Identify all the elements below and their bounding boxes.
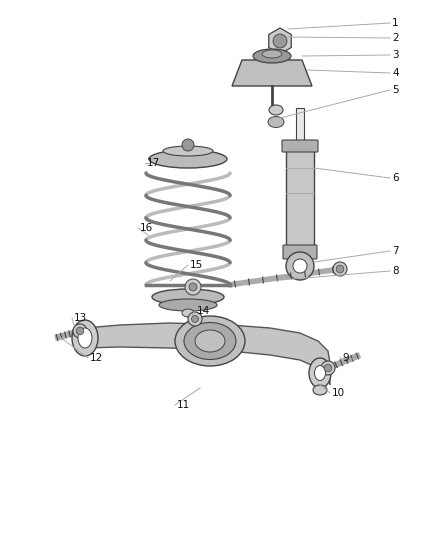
- Circle shape: [273, 34, 287, 48]
- Polygon shape: [85, 323, 330, 385]
- Polygon shape: [296, 108, 304, 143]
- Ellipse shape: [78, 328, 92, 348]
- Ellipse shape: [314, 366, 325, 381]
- Ellipse shape: [149, 150, 227, 168]
- Text: 6: 6: [392, 173, 399, 183]
- Circle shape: [293, 259, 307, 273]
- Text: 11: 11: [177, 400, 190, 410]
- Text: 7: 7: [392, 246, 399, 256]
- Text: 12: 12: [90, 353, 103, 363]
- Circle shape: [333, 262, 347, 276]
- Text: 15: 15: [190, 260, 203, 270]
- Circle shape: [76, 327, 84, 335]
- Circle shape: [188, 312, 202, 326]
- Text: 2: 2: [392, 33, 399, 43]
- Circle shape: [191, 316, 198, 322]
- FancyBboxPatch shape: [282, 140, 318, 152]
- Text: 14: 14: [197, 306, 210, 316]
- Text: 9: 9: [342, 353, 349, 363]
- Circle shape: [73, 324, 87, 338]
- Text: 13: 13: [74, 313, 87, 323]
- Text: 1: 1: [392, 18, 399, 28]
- Ellipse shape: [175, 316, 245, 366]
- Text: 10: 10: [332, 388, 345, 398]
- Circle shape: [182, 139, 194, 151]
- Text: 8: 8: [392, 266, 399, 276]
- Ellipse shape: [163, 146, 213, 156]
- Polygon shape: [286, 143, 314, 248]
- Circle shape: [189, 283, 197, 291]
- Ellipse shape: [159, 299, 217, 311]
- Text: 3: 3: [392, 50, 399, 60]
- Ellipse shape: [313, 385, 327, 395]
- Ellipse shape: [152, 289, 224, 305]
- Circle shape: [321, 361, 335, 375]
- Ellipse shape: [262, 50, 282, 58]
- Ellipse shape: [182, 309, 194, 317]
- FancyBboxPatch shape: [283, 245, 317, 259]
- Polygon shape: [269, 28, 291, 54]
- Ellipse shape: [184, 322, 236, 359]
- Circle shape: [324, 364, 332, 372]
- Text: 4: 4: [392, 68, 399, 78]
- Circle shape: [185, 279, 201, 295]
- Ellipse shape: [253, 49, 291, 63]
- Text: 17: 17: [147, 158, 160, 168]
- Circle shape: [336, 265, 344, 273]
- Polygon shape: [232, 60, 312, 86]
- Text: 5: 5: [392, 85, 399, 95]
- Text: 16: 16: [140, 223, 153, 233]
- Ellipse shape: [269, 105, 283, 115]
- Ellipse shape: [268, 117, 284, 127]
- Ellipse shape: [309, 358, 331, 388]
- Ellipse shape: [195, 330, 225, 352]
- Circle shape: [286, 252, 314, 280]
- Ellipse shape: [72, 320, 98, 356]
